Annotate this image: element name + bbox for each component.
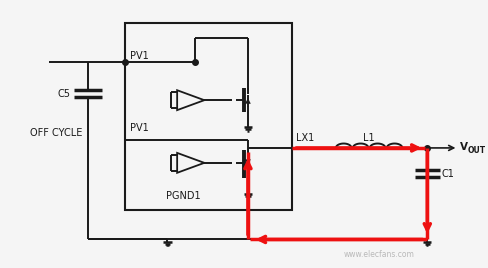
Text: PV1: PV1 <box>130 51 148 61</box>
Text: V: V <box>460 142 468 152</box>
Text: OFF CYCLE: OFF CYCLE <box>30 128 82 138</box>
Bar <box>125 23 291 210</box>
Text: C5: C5 <box>58 89 70 99</box>
Text: L1: L1 <box>363 133 375 143</box>
Text: LX1: LX1 <box>296 133 315 143</box>
Text: www.elecfans.com: www.elecfans.com <box>344 250 414 259</box>
Text: OUT: OUT <box>468 146 486 155</box>
Text: PGND1: PGND1 <box>165 191 200 201</box>
Text: PV1: PV1 <box>130 123 148 133</box>
Text: C1: C1 <box>442 169 455 179</box>
